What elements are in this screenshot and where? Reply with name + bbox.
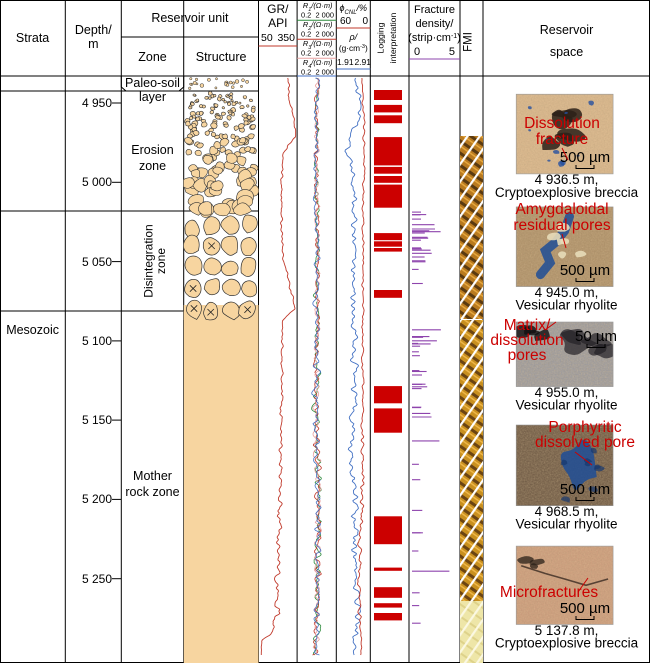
svg-text:Fracture: Fracture [414,4,455,16]
svg-text:Strata: Strata [16,31,49,45]
svg-text:50: 50 [261,32,273,44]
svg-text:API: API [268,16,287,30]
svg-text:Mother: Mother [133,469,172,483]
svg-text:density/: density/ [416,18,455,30]
svg-text:m: m [88,37,98,51]
svg-text:zone: zone [139,159,166,173]
svg-text:Erosion: Erosion [131,143,173,157]
svg-text:Vesicular rhyolite: Vesicular rhyolite [515,298,617,313]
svg-text:Structure: Structure [196,50,247,64]
svg-text:500 µm: 500 µm [560,481,610,498]
svg-text:50 µm: 50 µm [575,328,617,345]
svg-text:5 250: 5 250 [82,572,112,586]
svg-text:5: 5 [449,46,455,58]
svg-text:0.2: 0.2 [301,11,311,20]
svg-text:dissolved pore: dissolved pore [535,434,635,451]
svg-text:0.2: 0.2 [301,49,311,58]
svg-text:Cryptoexplosive breccia: Cryptoexplosive breccia [495,185,639,200]
svg-text:2.91: 2.91 [354,57,371,67]
svg-text:Paleo-soil: Paleo-soil [125,76,180,90]
svg-text:1.91: 1.91 [337,57,354,67]
svg-text:Vesicular rhyolite: Vesicular rhyolite [515,517,617,532]
svg-text:Reservoir unit: Reservoir unit [151,11,229,25]
svg-text:500 µm: 500 µm [560,600,610,617]
svg-text:5 100: 5 100 [82,334,112,348]
svg-text:Amygdaloidal: Amygdaloidal [515,201,608,218]
svg-text:Mesozoic: Mesozoic [6,323,59,337]
svg-text:Zone: Zone [138,50,167,64]
svg-text:space: space [550,45,583,59]
svg-text:0: 0 [362,16,368,27]
svg-text:zone: zone [154,248,168,274]
svg-text:layer: layer [139,90,166,104]
svg-text:4 950: 4 950 [82,96,112,110]
svg-text:interpretation: interpretation [388,12,398,63]
svg-text:residual pores: residual pores [513,217,611,234]
svg-text:GR/: GR/ [267,2,289,16]
svg-text:fracture: fracture [536,131,589,148]
svg-text:5 050: 5 050 [82,255,112,269]
svg-text:0.2: 0.2 [301,30,311,39]
svg-text:2 000: 2 000 [316,68,335,77]
svg-text:0: 0 [414,46,420,58]
svg-text:Logging: Logging [376,22,386,53]
svg-text:rock zone: rock zone [125,485,179,499]
svg-text:2 000: 2 000 [316,11,335,20]
svg-text:5 000: 5 000 [82,175,112,189]
svg-text:5 150: 5 150 [82,413,112,427]
svg-text:Cryptoexplosive breccia: Cryptoexplosive breccia [495,636,639,651]
svg-text:FMI: FMI [463,32,475,52]
svg-text:Dissolution: Dissolution [524,115,600,132]
svg-text:Microfractures: Microfractures [500,584,598,601]
svg-text:Vesicular rhyolite: Vesicular rhyolite [515,398,617,413]
svg-text:5 200: 5 200 [82,492,112,506]
svg-text:350: 350 [277,32,295,44]
svg-text:Reservoir: Reservoir [540,23,594,37]
svg-text:500 µm: 500 µm [560,149,610,166]
svg-text:2 000: 2 000 [316,30,335,39]
svg-text:0.2: 0.2 [301,68,311,77]
svg-text:500 µm: 500 µm [560,262,610,279]
svg-text:Depth/: Depth/ [75,23,112,37]
svg-text:pores: pores [508,347,547,364]
svg-text:60: 60 [340,16,352,27]
svg-text:2 000: 2 000 [316,49,335,58]
svg-text:ρ/: ρ/ [348,32,358,42]
